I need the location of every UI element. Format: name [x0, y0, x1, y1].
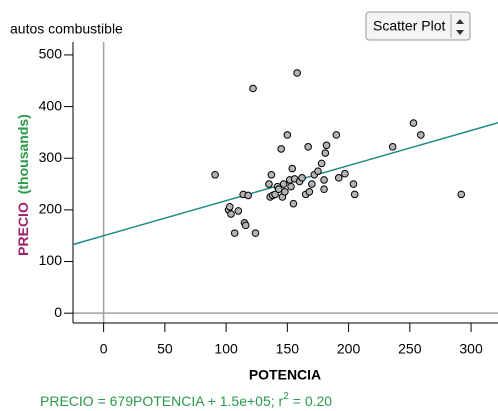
point [287, 182, 295, 191]
menu-label[interactable]: Scatter Plot [373, 18, 445, 34]
x-tick-label: 200 [337, 341, 361, 357]
point [388, 143, 397, 151]
point [288, 164, 297, 173]
point [283, 131, 292, 139]
y-tick-label: 0 [54, 304, 62, 320]
point [332, 131, 341, 139]
x-tick-label: 100 [214, 341, 238, 357]
point [317, 159, 326, 168]
point [350, 190, 359, 199]
point [249, 84, 257, 93]
point [281, 187, 289, 196]
plot-type-menu[interactable]: Scatter Plot [365, 11, 471, 41]
point [321, 149, 330, 157]
fit-equation-sup: 2 [283, 391, 289, 402]
x-tick-label: 50 [157, 341, 173, 357]
point [230, 229, 239, 237]
point [277, 145, 286, 153]
point [457, 190, 466, 199]
point [417, 131, 425, 139]
point [320, 185, 328, 194]
y-axis-label: PRECIO (thousands) [15, 114, 31, 256]
point [241, 221, 250, 230]
point [308, 180, 316, 188]
point [265, 180, 273, 188]
point [251, 229, 260, 237]
fit-equation-text: PRECIO = 679POTENCIA + 1.5e+05; r [40, 393, 284, 409]
chart-title: autos combustible [10, 21, 123, 37]
menu-box[interactable] [365, 11, 471, 41]
point [314, 167, 322, 175]
y-axis-unit: (thousands) [15, 114, 31, 194]
y-tick-label: 100 [39, 252, 63, 268]
point [304, 143, 312, 151]
point [271, 190, 279, 199]
point [349, 180, 358, 188]
point [322, 141, 331, 150]
y-axis-name: PRECIO [15, 202, 31, 256]
point [341, 169, 349, 178]
y-tick-label: 400 [39, 97, 63, 113]
point [225, 202, 234, 211]
y-tick-label: 200 [39, 201, 63, 217]
x-tick-label: 250 [398, 341, 422, 357]
fit-equation-r2: = 0.20 [293, 393, 333, 409]
point [244, 191, 252, 200]
fit-equation: PRECIO = 679POTENCIA + 1.5e+05; r2 = 0.20 [40, 391, 332, 409]
point [298, 174, 306, 182]
x-axis-label: POTENCIA [249, 367, 321, 383]
point [227, 210, 235, 218]
point [279, 180, 288, 188]
x-tick-label: 0 [100, 341, 108, 357]
x-tick-label: 150 [276, 341, 300, 357]
point [211, 170, 219, 179]
point [320, 176, 328, 184]
point [305, 187, 314, 196]
point [293, 69, 301, 77]
y-tick-label: 300 [39, 149, 63, 165]
y-tick-label: 500 [39, 46, 63, 62]
point [234, 207, 243, 215]
point [334, 174, 343, 182]
menu-stepper[interactable] [456, 19, 464, 35]
x-tick-label: 300 [459, 341, 483, 357]
point [267, 170, 276, 179]
point [274, 185, 283, 194]
point [289, 199, 298, 208]
point [409, 119, 418, 127]
